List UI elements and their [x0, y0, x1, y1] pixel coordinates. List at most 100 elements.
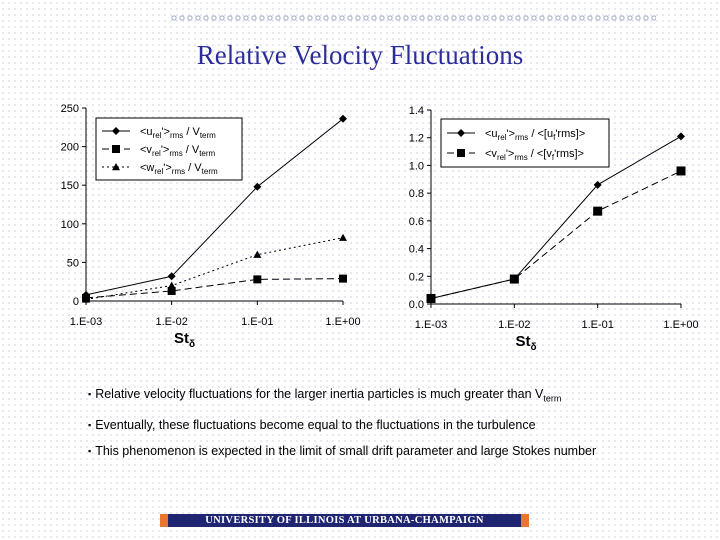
data-point-triangle: [82, 295, 90, 303]
data-point-square: [509, 274, 519, 284]
bullet-item: ▪ Relative velocity fluctuations for the …: [88, 381, 708, 412]
legend-box: [95, 117, 243, 181]
data-point-diamond: [457, 129, 465, 137]
data-point-square: [339, 274, 347, 283]
y-tick-label: 0.0: [409, 299, 424, 311]
legend-label: <vrel'>rms / Vterm: [140, 144, 216, 158]
bullet-dot-icon: ▪: [88, 419, 92, 430]
y-tick-label: 0.6: [409, 216, 424, 228]
legend-label-part: / V: [183, 144, 200, 156]
legend-label-part: f: [552, 153, 555, 162]
legend-box: [440, 118, 610, 168]
legend-label-part: '>: [506, 148, 515, 160]
legend-label-part: / V: [183, 126, 200, 138]
legend-label-part: / <[v: [528, 148, 553, 160]
x-tick-label: 1.E-02: [498, 319, 530, 331]
x-axis-label: Stδ: [515, 333, 536, 353]
y-tick-label: 50: [67, 257, 79, 269]
data-point-diamond: [253, 182, 262, 191]
y-tick-label: 250: [61, 103, 79, 115]
legend-label-part: rel: [152, 149, 161, 158]
series-3: [82, 233, 347, 303]
x-axis-label-sub: δ: [189, 339, 195, 350]
legend-label-part: rel: [497, 153, 506, 162]
x-axis-label-sub: δ: [530, 342, 536, 353]
series-line: [85, 278, 344, 299]
x-tick-label: 1.E-01: [241, 316, 273, 328]
y-tick-label: 200: [61, 142, 79, 154]
legend-label-part: <u: [140, 126, 153, 138]
y-tick-label: 0.2: [409, 271, 424, 283]
y-tick-label: 100: [61, 219, 79, 231]
series-line: [85, 118, 344, 296]
y-tick-label: 0.8: [409, 188, 424, 200]
legend-label-part: <v: [140, 144, 152, 156]
y-tick-label: 0: [73, 296, 79, 308]
legend-label-part: rms: [172, 167, 185, 176]
legend-label-part: '>: [161, 144, 170, 156]
bullet-text: This phenomenon is expected in the limit…: [95, 443, 597, 458]
legend-label-part: term: [199, 149, 215, 158]
legend-label: <urel'>rms / <[uf'rms]>: [485, 128, 585, 142]
legend-label-part: rel: [153, 131, 162, 140]
legend-label-part: <v: [485, 148, 497, 160]
data-point-triangle: [112, 163, 120, 171]
data-point-square: [253, 275, 262, 284]
data-point-diamond: [677, 132, 685, 141]
bullet-text: Eventually, these fluctuations become eq…: [95, 417, 536, 432]
bullet-list: ▪ Relative velocity fluctuations for the …: [88, 381, 708, 464]
y-tick-label: 150: [61, 180, 79, 192]
legend-label: <urel'>rms / Vterm: [140, 126, 216, 140]
legend-label-part: '>: [161, 126, 170, 138]
x-tick-label: 1.E+00: [663, 319, 698, 331]
legend-label-part: rms: [169, 149, 182, 158]
data-point-diamond: [593, 180, 602, 189]
x-tick-label: 1.E-01: [581, 319, 613, 331]
legend-label-part: <u: [485, 128, 498, 140]
x-tick-label: 1.E-03: [70, 316, 102, 328]
legend-label-part: rel: [498, 133, 507, 142]
legend-label-part: rms: [515, 133, 528, 142]
series-line: [430, 135, 682, 299]
x-axis-label-main: St: [174, 330, 189, 347]
data-point-triangle: [339, 233, 347, 241]
legend-label-part: 'rms]>: [555, 128, 585, 140]
legend-label-part: / V: [185, 162, 202, 174]
bullet-item: ▪ Eventually, these fluctuations become e…: [88, 412, 708, 438]
x-tick-label: 1.E-02: [155, 316, 187, 328]
legend-label-part: '>: [163, 162, 172, 174]
data-point-diamond: [167, 272, 176, 281]
legend-label: <vrel'>rms / <[vf'rms]>: [485, 148, 584, 162]
bullet-text: Relative velocity fluctuations for the l…: [95, 387, 544, 401]
legend-label-part: rms: [170, 131, 183, 140]
bullet-item: ▪ This phenomenon is expected in the limi…: [88, 438, 708, 464]
data-point-square: [676, 166, 686, 176]
x-axis-label-main: St: [515, 333, 530, 350]
data-point-square: [593, 206, 603, 216]
bullet-subscript: term: [543, 393, 562, 404]
legend-label-part: f: [553, 133, 556, 142]
y-tick-label: 0.4: [409, 244, 424, 256]
x-tick-label: 1.E-03: [415, 319, 447, 331]
bullet-dot-icon: ▪: [88, 389, 92, 399]
legend-label-part: rms: [514, 153, 527, 162]
data-point-square: [426, 293, 436, 303]
footer-university-banner: UNIVERSITY OF ILLINOIS AT URBANA-CHAMPAI…: [160, 514, 529, 527]
legend-label-part: <w: [140, 162, 154, 174]
legend-label-part: term: [202, 167, 218, 176]
legend-label-part: 'rms]>: [554, 148, 584, 160]
x-axis-label: Stδ: [174, 330, 195, 350]
legend-label-part: / <[u: [528, 128, 553, 140]
slide-title: Relative Velocity Fluctuations: [196, 40, 524, 70]
data-point-triangle: [167, 281, 176, 289]
y-tick-label: 1.0: [409, 160, 424, 172]
legend-label-part: rel: [154, 167, 163, 176]
legend-label-part: '>: [506, 128, 515, 140]
legend-label-part: term: [200, 131, 216, 140]
data-point-diamond: [339, 114, 347, 123]
data-point-diamond: [112, 127, 120, 135]
data-point-triangle: [253, 250, 262, 258]
y-tick-label: 1.2: [409, 133, 424, 145]
